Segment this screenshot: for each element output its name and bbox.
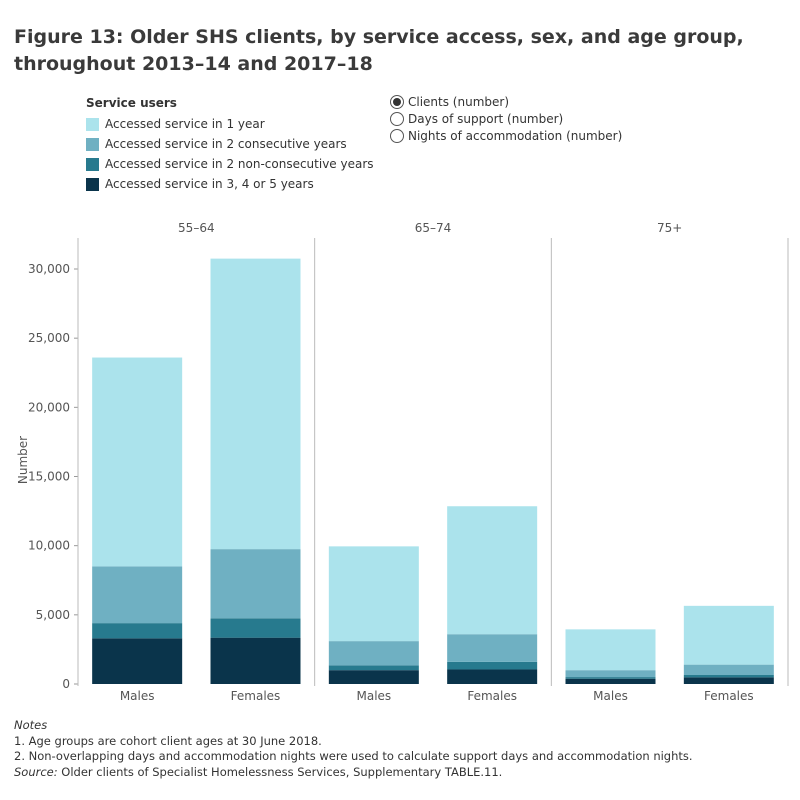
bar-segment (210, 258, 301, 550)
bar-segment (447, 669, 538, 684)
bar-segment (92, 638, 183, 684)
bar-segment (210, 637, 301, 684)
bar-segment (683, 677, 774, 684)
bar-segment (683, 664, 774, 676)
bar-segment (92, 623, 183, 639)
note-line: 1. Age groups are cohort client ages at … (14, 733, 322, 748)
bar-segment (210, 549, 301, 619)
source-label: Source: (14, 764, 58, 779)
bar-segment (328, 670, 419, 684)
bar-segment (683, 605, 774, 665)
x-tick-label: Females (704, 689, 754, 703)
legend-label: Accessed service in 1 year (105, 117, 265, 131)
radio-unselected-icon[interactable] (390, 128, 404, 143)
bar-segment (565, 670, 656, 678)
legend-label: Accessed service in 2 non-consecutive ye… (105, 157, 374, 171)
x-tick-label: Males (593, 689, 628, 703)
legend-label: Accessed service in 3, 4 or 5 years (105, 177, 314, 191)
bar-segment (447, 634, 538, 662)
radio-days-of-support[interactable]: Days of support (number) (390, 110, 622, 127)
notes-heading: Notes (14, 718, 48, 732)
bar-segment (565, 678, 656, 684)
note-line: 2. Non-overlapping days and accommodatio… (14, 749, 693, 763)
x-tick-label: Females (467, 689, 517, 703)
stacked-bar-chart: 0 5,000 10,000 15,000 20,000 25,000 30,000 Numb… (16, 221, 789, 703)
bar-segment (210, 618, 301, 638)
legend-item-2-consecutive[interactable]: Accessed service in 2 consecutive years (86, 134, 374, 154)
bar-segment (565, 629, 656, 671)
y-tick-label: 20,000 (28, 400, 70, 414)
y-tick-label: 30,000 (28, 262, 70, 276)
source-line: Source: Older clients of Specialist Home… (14, 765, 693, 781)
radio-clients[interactable]: Clients (number) (390, 93, 622, 110)
bar-segment (328, 665, 419, 671)
bar-segment (328, 546, 419, 642)
y-tick-label: 0 (62, 677, 70, 691)
legend-swatch (86, 137, 99, 151)
source-text: Older clients of Specialist Homelessness… (57, 764, 503, 779)
y-tick-label: 10,000 (28, 539, 70, 553)
y-tick-label: 15,000 (28, 470, 70, 484)
bar-segment (447, 506, 538, 635)
legend-label: Accessed service in 2 consecutive years (105, 137, 347, 151)
legend-item-1-year[interactable]: Accessed service in 1 year (86, 114, 374, 134)
bar-segment (447, 661, 538, 670)
panel-label: 75+ (657, 221, 682, 235)
radio-label: Clients (number) (408, 94, 510, 109)
x-tick-label: Males (120, 689, 155, 703)
radio-selected-icon[interactable] (390, 94, 404, 109)
legend-item-3-4-5-years[interactable]: Accessed service in 3, 4 or 5 years (86, 174, 374, 194)
bar-segment (328, 641, 419, 666)
legend: Service users Accessed service in 1 year… (86, 96, 374, 194)
chart-title: Figure 13: Older SHS clients, by service… (14, 26, 744, 75)
x-tick-label: Females (231, 689, 281, 703)
x-tick-label: Males (356, 689, 391, 703)
legend-swatch (86, 117, 99, 131)
legend-swatch (86, 177, 99, 191)
radio-nights-of-accommodation[interactable]: Nights of accommodation (number) (390, 127, 622, 144)
y-tick-label: 5,000 (36, 608, 70, 622)
bar-segment (92, 357, 183, 567)
bar-segment (565, 677, 656, 679)
radio-label: Nights of accommodation (number) (408, 128, 623, 143)
radio-label: Days of support (number) (408, 111, 564, 126)
panel-label: 65–74 (415, 221, 452, 235)
legend-swatch (86, 157, 99, 171)
legend-title: Service users (86, 96, 177, 110)
bar-segment (92, 566, 183, 624)
measure-selector: Clients (number) Days of support (number… (390, 93, 622, 144)
legend-item-2-non-consecutive[interactable]: Accessed service in 2 non-consecutive ye… (86, 154, 374, 174)
panel-label: 55–64 (178, 221, 215, 235)
bar-segment (683, 675, 774, 678)
y-tick-label: 25,000 (28, 331, 70, 345)
notes: Notes 1. Age groups are cohort client ag… (14, 718, 693, 780)
y-axis-title: Number (16, 436, 30, 484)
radio-unselected-icon[interactable] (390, 111, 404, 126)
